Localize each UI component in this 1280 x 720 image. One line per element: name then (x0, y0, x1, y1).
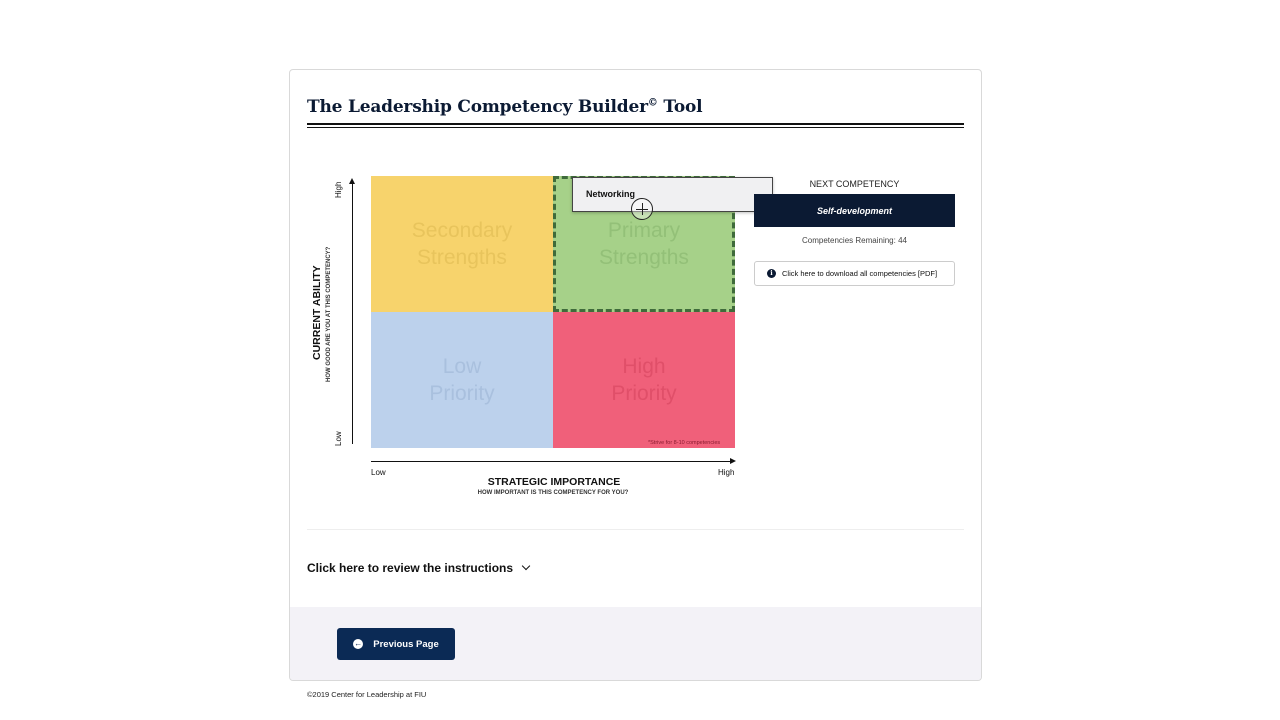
copyright-mark: © (647, 97, 658, 109)
move-cursor-icon (631, 198, 653, 220)
y-axis-low-label: Low (334, 431, 343, 446)
competencies-remaining: Competencies Remaining: 44 (802, 236, 907, 245)
arrow-left-circle-icon: ← (353, 639, 364, 649)
dragging-competency-card[interactable]: Networking (572, 177, 773, 212)
quadrant-label: Low Priority (429, 355, 495, 405)
y-axis-line (352, 182, 353, 444)
download-pdf-button[interactable]: i Click here to download all competencie… (754, 261, 955, 286)
quadrant-low-priority[interactable]: Low Priority (371, 312, 553, 448)
x-axis-arrow-icon (730, 458, 736, 464)
y-axis-arrow-icon (349, 178, 355, 184)
x-axis-subtitle: HOW IMPORTANT IS THIS COMPETENCY FOR YOU… (477, 490, 629, 496)
page-title: The Leadership Competency Builder© Tool (307, 97, 703, 117)
info-icon: i (767, 269, 776, 278)
quadrant-label: Secondary Strengths (411, 219, 513, 269)
strive-note: *Strive for 8-10 competencies (648, 440, 721, 446)
section-divider (307, 529, 964, 530)
x-axis-line (371, 461, 733, 462)
download-pdf-label: Click here to download all competencies … (782, 269, 938, 278)
x-axis-low-label: Low (371, 468, 386, 477)
previous-page-label: Previous Page (373, 638, 439, 650)
instructions-toggle[interactable]: Click here to review the instructions (307, 561, 531, 575)
title-rule (307, 123, 964, 125)
x-axis-high-label: High (718, 468, 735, 477)
y-axis-subtitle: HOW GOOD ARE YOU AT THIS COMPETENCY? (326, 246, 332, 382)
chevron-down-icon (521, 561, 531, 571)
previous-page-button[interactable]: ← Previous Page (337, 628, 455, 660)
next-competency-card[interactable]: Self-development (754, 194, 955, 227)
competency-label: Networking (586, 189, 636, 199)
quadrant-label: High Priority (611, 355, 677, 405)
tool-card: The Leadership Competency Builder© Tool … (289, 69, 982, 681)
next-competency-value: Self-development (816, 205, 892, 216)
next-competency-label: NEXT COMPETENCY (809, 179, 900, 189)
title-rule-thin (307, 127, 964, 128)
x-axis-title: STRATEGIC IMPORTANCE (487, 476, 621, 488)
copyright-text: ©2019 Center for Leadership at FIU (307, 690, 427, 699)
y-axis-high-label: High (334, 181, 343, 198)
y-axis-title: CURRENT ABILITY (311, 265, 323, 360)
quadrant-high-priority[interactable]: High Priority (553, 312, 735, 448)
quadrant-secondary-strengths[interactable]: Secondary Strengths (371, 176, 553, 312)
instructions-label: Click here to review the instructions (307, 561, 514, 575)
